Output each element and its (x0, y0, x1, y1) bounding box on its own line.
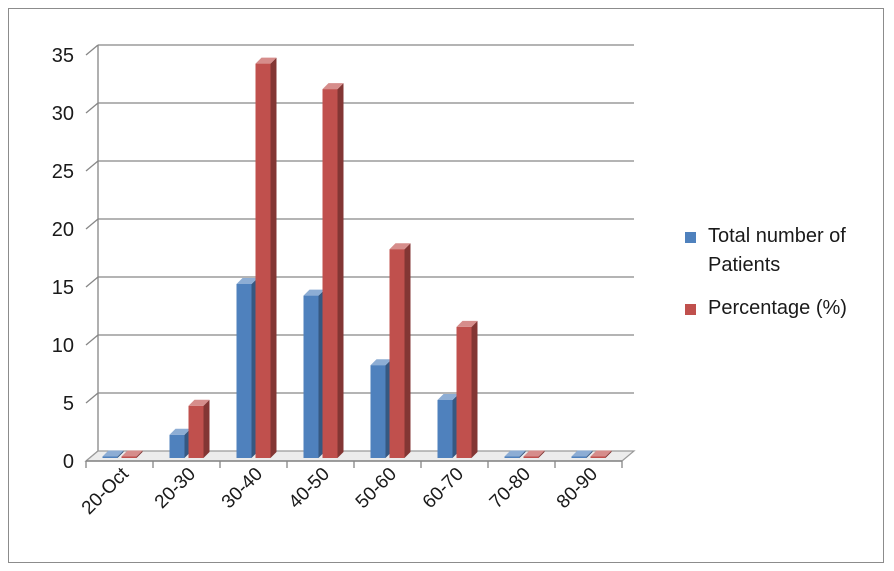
bar (255, 63, 271, 458)
bar (590, 456, 606, 458)
y-tick-label: 30 (52, 103, 74, 125)
x-tick-label: 20-30 (151, 464, 200, 513)
bar-top (169, 428, 191, 435)
bar-top (370, 359, 392, 366)
legend-item-patients: Total number of Patients (685, 222, 885, 280)
bar-side (136, 450, 143, 458)
bar-side (337, 83, 344, 459)
x-tick-label: 20-Oct (78, 463, 134, 519)
bar-top (389, 243, 411, 250)
bar (169, 434, 185, 458)
bars (102, 57, 612, 459)
side-wall-line (85, 392, 99, 404)
bar-side (538, 450, 545, 458)
bar (504, 456, 520, 458)
bar-top (303, 289, 325, 296)
y-tick-label: 20 (52, 219, 74, 241)
bar (121, 456, 137, 458)
bar-side (203, 399, 210, 458)
bar (456, 326, 472, 458)
x-tick-label: 30-40 (218, 464, 267, 513)
legend-label-patients: Total number of Patients (708, 225, 846, 276)
bar (188, 405, 204, 458)
gridlines (85, 44, 634, 462)
bar (322, 89, 338, 459)
legend-label-percentage: Percentage (%) (708, 297, 847, 319)
floor-plane (84, 450, 636, 462)
bar (571, 456, 587, 458)
y-tick-label: 25 (52, 161, 74, 183)
bar (437, 400, 453, 458)
bar-side (404, 243, 411, 458)
bar-top (236, 278, 258, 284)
y-axis-ticks: 0 5 10 15 20 25 30 35 (52, 45, 74, 473)
x-axis-ticks: 20-Oct 20-30 30-40 40-50 50-60 60-70 70-80 80-9… (78, 461, 623, 519)
bar-side (270, 57, 277, 458)
bar (370, 365, 386, 458)
legend-swatch-patients (685, 232, 696, 243)
bar-side (586, 450, 593, 458)
x-tick-label: 80-90 (553, 464, 602, 513)
legend-item-percentage: Percentage (%) (685, 294, 885, 323)
legend: Total number of Patients Percentage (%) (685, 222, 885, 337)
bar (389, 249, 405, 458)
bar-top (590, 450, 612, 457)
y-tick-label: 10 (52, 335, 74, 357)
y-tick-label: 15 (52, 277, 74, 299)
bar-top (523, 450, 545, 457)
bar (303, 295, 319, 458)
bar-side (519, 450, 526, 458)
bar-top (322, 83, 344, 90)
bar (236, 284, 252, 458)
bar-top (504, 450, 526, 457)
chart-frame (8, 8, 884, 563)
y-tick-label: 5 (63, 393, 74, 415)
side-wall-line (85, 160, 99, 172)
bar-side (605, 450, 612, 458)
side-wall-line (85, 44, 99, 56)
x-tick-label: 50-60 (352, 464, 401, 513)
x-tick-label: 60-70 (419, 464, 468, 513)
y-tick-label: 0 (63, 451, 74, 473)
legend-swatch-percentage (685, 304, 696, 315)
y-tick-label: 35 (52, 45, 74, 67)
side-wall-line (85, 334, 99, 346)
bar-top (188, 399, 210, 406)
bar-side (471, 320, 478, 458)
bar-top (571, 450, 593, 457)
chart-floor (84, 450, 636, 462)
bar-top (437, 394, 459, 400)
bar (523, 456, 539, 458)
x-tick-label: 70-80 (486, 464, 535, 513)
x-tick-label: 40-50 (285, 464, 334, 513)
bar (102, 456, 118, 458)
side-wall-line (85, 102, 99, 114)
bar-top (255, 57, 277, 64)
side-wall-line (85, 218, 99, 230)
side-wall-line (85, 276, 99, 288)
bar-side (117, 450, 124, 458)
bar-top (121, 450, 143, 457)
bar-top (102, 450, 124, 457)
bar-top (456, 320, 478, 327)
